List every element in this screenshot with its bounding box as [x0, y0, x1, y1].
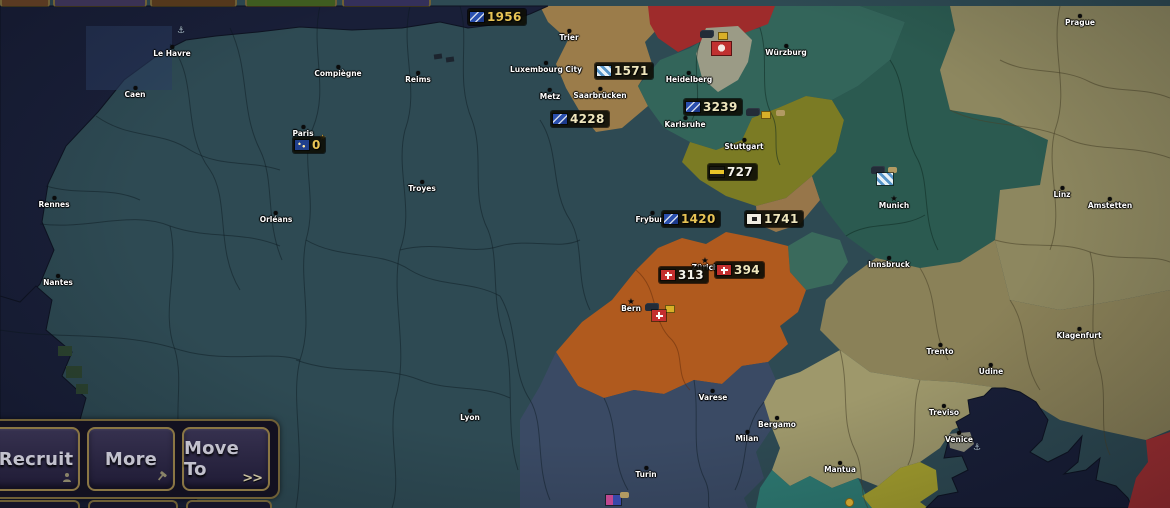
- region-liguria[interactable]: [862, 462, 938, 508]
- recruit-person-icon: [62, 467, 72, 486]
- action-panel: Recruit More Move To >>: [0, 419, 280, 499]
- army-badge-3239[interactable]: 3239: [684, 99, 742, 115]
- recruit-button[interactable]: Recruit: [0, 427, 80, 491]
- blue-flag-icon: [553, 114, 567, 124]
- army-badge-4228[interactable]: 4228: [551, 111, 609, 127]
- bavaria-flag-marker[interactable]: [877, 173, 893, 185]
- army-badge-727[interactable]: 727: [708, 164, 757, 180]
- sea-zone-patch[interactable]: [86, 26, 172, 90]
- swiss-flag-icon: [661, 270, 675, 280]
- partial-button-3[interactable]: [186, 500, 272, 508]
- army-badge-1741[interactable]: 1741: [745, 211, 803, 227]
- region-austria-tyrol[interactable]: [820, 240, 1170, 440]
- top-toolbar: [0, 0, 1170, 7]
- region-frankfurt-enclave[interactable]: [696, 26, 752, 92]
- blue-flag-icon: [664, 214, 678, 224]
- partial-button-2[interactable]: [88, 500, 178, 508]
- top-menu-button-1[interactable]: [0, 0, 50, 7]
- blue-flag-icon: [686, 102, 700, 112]
- army-badge-1571[interactable]: 1571: [595, 63, 653, 79]
- region-lombardy-east[interactable]: [764, 350, 1005, 488]
- army-count: 3239: [703, 100, 738, 114]
- blue-flag-icon: [470, 12, 484, 22]
- island-2[interactable]: [66, 366, 82, 378]
- pink-flag-marker[interactable]: [606, 495, 621, 505]
- army-badge-1420[interactable]: 1420: [662, 211, 720, 227]
- baden-flag-icon: [710, 167, 724, 177]
- region-vorarlberg[interactable]: [788, 232, 848, 290]
- move-to-button-label: Move To: [184, 438, 240, 480]
- move-to-button[interactable]: Move To >>: [182, 427, 270, 491]
- army-count: 4228: [570, 112, 605, 126]
- swiss-flag-marker[interactable]: [652, 310, 666, 321]
- bav-flag-icon: [597, 66, 611, 76]
- army-badge-313[interactable]: 313: [659, 267, 708, 283]
- white-flag-icon: [747, 214, 761, 224]
- army-count: 727: [727, 165, 753, 179]
- army-count: 0: [312, 138, 321, 152]
- army-badge-1956[interactable]: 1956: [468, 9, 526, 25]
- secondary-panel-row: [0, 500, 300, 508]
- army-count: 313: [678, 268, 704, 282]
- army-count: 1956: [487, 10, 522, 24]
- top-menu-button-2[interactable]: [53, 0, 147, 7]
- army-count: 1741: [764, 212, 799, 226]
- region-bottom-right-red[interactable]: [1128, 432, 1170, 508]
- red-circle-flag-marker[interactable]: [711, 41, 732, 56]
- region-bavaria[interactable]: [812, 6, 1048, 268]
- more-button-label: More: [104, 448, 158, 470]
- region-bohemia[interactable]: [940, 6, 1170, 310]
- army-badge-0[interactable]: 0: [293, 137, 325, 153]
- island-3[interactable]: [76, 384, 88, 394]
- top-menu-button-5[interactable]: [342, 0, 431, 7]
- hammer-icon: [156, 467, 167, 486]
- army-badge-394[interactable]: 394: [715, 262, 764, 278]
- partial-button-1[interactable]: [0, 500, 80, 508]
- army-count: 1420: [681, 212, 716, 226]
- island-1[interactable]: [58, 346, 72, 356]
- swiss-flag-icon: [717, 265, 731, 275]
- sea-english-channel[interactable]: [0, 5, 549, 313]
- venice-island[interactable]: [948, 432, 974, 452]
- top-menu-button-3[interactable]: [150, 0, 237, 7]
- recruit-button-label: Recruit: [0, 448, 74, 470]
- more-button[interactable]: More: [87, 427, 175, 491]
- top-menu-button-4[interactable]: [245, 0, 337, 7]
- eu-flag-icon: [295, 140, 309, 150]
- region-parma[interactable]: [756, 470, 872, 508]
- army-count: 394: [734, 263, 760, 277]
- army-count: 1571: [614, 64, 649, 78]
- move-chevrons-icon: >>: [242, 471, 263, 486]
